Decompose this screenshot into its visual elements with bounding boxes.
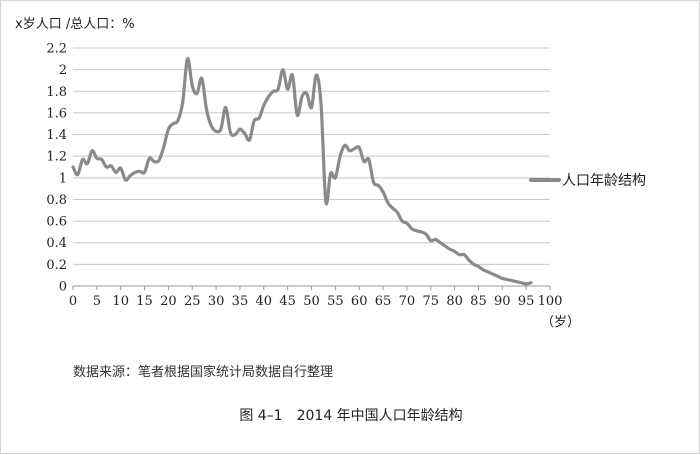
x-tick-label: 55: [327, 294, 344, 309]
y-tick-label: 1.2: [46, 150, 67, 165]
y-tick-label: 0.6: [46, 215, 67, 230]
x-tick-label: 80: [446, 294, 463, 309]
x-tick-label: 10: [112, 294, 129, 309]
x-tick-label: 0: [69, 294, 77, 309]
legend-label: 人口年龄结构: [562, 173, 646, 189]
y-tick-label: 0.8: [46, 193, 67, 208]
x-tick-label: 50: [303, 294, 320, 309]
series-line: [71, 57, 533, 286]
axes: [72, 285, 551, 290]
x-tick-label: 25: [184, 294, 201, 309]
figure-caption: 图 4–1 2014 年中国人口年龄结构: [239, 408, 463, 424]
x-tick-label: 40: [256, 294, 273, 309]
legend: 人口年龄结构: [529, 173, 646, 189]
x-tick-label: 65: [375, 294, 392, 309]
y-tick-label: 2: [59, 63, 67, 78]
x-axis-unit-label: （岁）: [541, 315, 580, 330]
series-layer: [71, 57, 533, 286]
y-tick-label: 1.8: [46, 85, 67, 100]
y-tick-label: 2.2: [46, 42, 67, 57]
x-tick-label: 30: [208, 294, 225, 309]
x-tick-label: 20: [160, 294, 177, 309]
x-tick-label: 100: [538, 294, 563, 309]
y-tick-label: 0.2: [46, 258, 67, 273]
gridlines: [73, 47, 550, 265]
x-tick-label: 15: [136, 294, 153, 309]
x-tick-label: 85: [470, 294, 487, 309]
x-tick-label: 35: [232, 294, 249, 309]
x-tick-label: 70: [399, 294, 416, 309]
source-note: 数据来源：笔者根据国家统计局数据自行整理: [73, 365, 334, 380]
x-tick-label: 75: [422, 294, 439, 309]
x-tick-label: 5: [93, 294, 101, 309]
y-tick-label: 0.4: [46, 236, 67, 251]
tick-labels: 0 0.2 0.4 0.6 0.8 1 1.2 1.4 1.6 1.8 2 2.2 0 5 10 15 20 25…: [46, 42, 562, 310]
y-tick-label: 1.6: [46, 106, 67, 121]
y-tick-label: 1: [59, 171, 67, 186]
x-tick-label: 45: [279, 294, 296, 309]
y-tick-label: 1.4: [46, 128, 67, 143]
y-axis-title: x岁人口 /总人口：%: [15, 17, 135, 32]
x-tick-label: 60: [351, 294, 368, 309]
x-tick-label: 90: [494, 294, 511, 309]
y-tick-label: 0: [59, 280, 67, 295]
x-tick-label: 95: [518, 294, 535, 309]
